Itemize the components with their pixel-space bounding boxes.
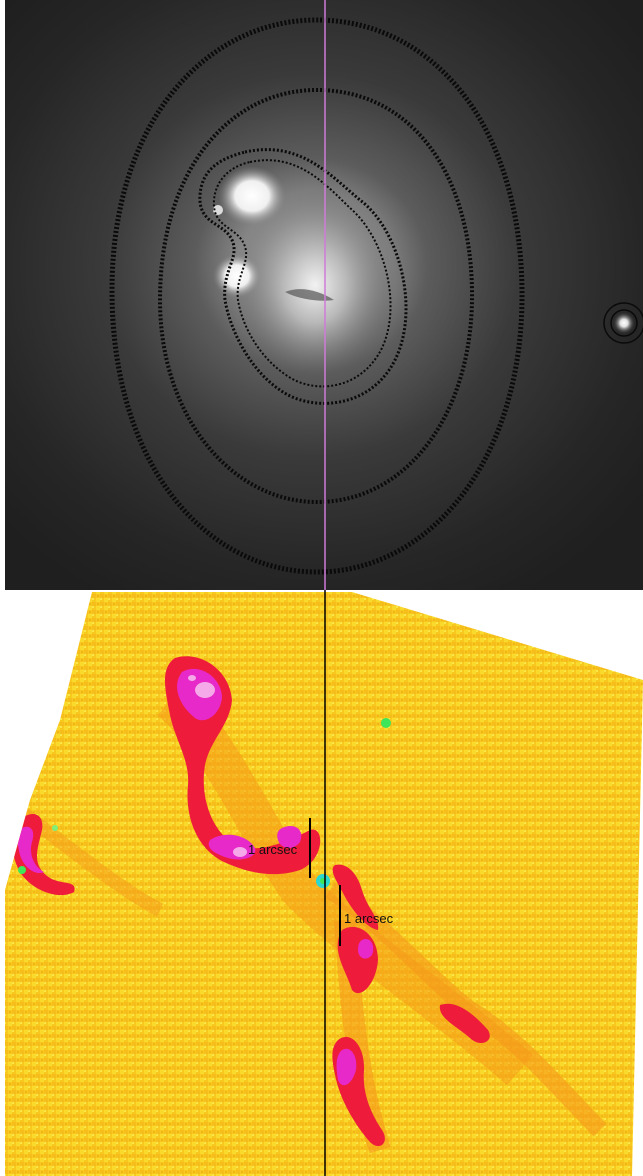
galaxy-image: [5, 0, 643, 590]
core-dust-lane: [285, 289, 334, 301]
bright-knot-upper: [218, 166, 286, 226]
dust-map-panel: 1 arcsec 1 arcsec: [0, 590, 643, 1176]
dust-map: 1 arcsec 1 arcsec: [5, 590, 643, 1176]
star-contour-inner: [610, 309, 638, 337]
green-source-left: [18, 866, 26, 874]
pink-highlights: [188, 675, 247, 857]
galaxy-image-panel: [5, 0, 643, 590]
star-contour-outer: [603, 302, 643, 344]
scale-label-2: 1 arcsec: [344, 911, 394, 926]
green-source-small: [52, 825, 58, 831]
green-source-upper: [381, 718, 391, 728]
scale-label-1: 1 arcsec: [248, 842, 298, 857]
isophote-contours: [109, 17, 525, 575]
galaxy-core: [235, 190, 395, 380]
field-star: [613, 312, 635, 334]
